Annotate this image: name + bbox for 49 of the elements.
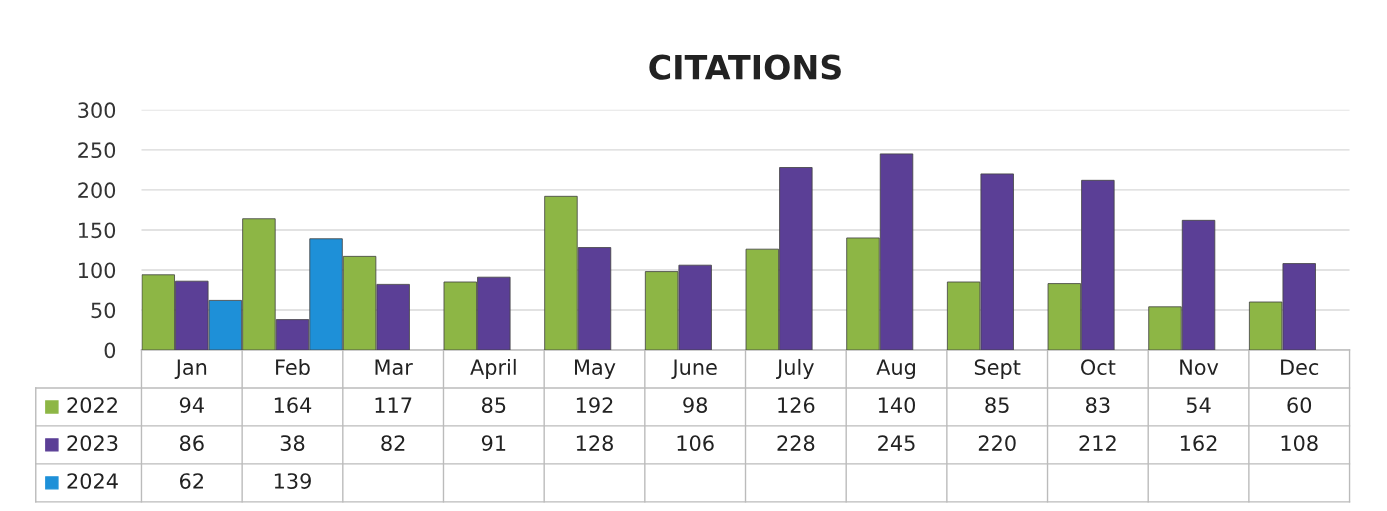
y-tick-label: 300	[78, 102, 116, 119]
x-tick-label: Nov	[1180, 359, 1219, 376]
data-label: 91	[481, 435, 506, 451]
x-tick-label: June	[671, 359, 717, 379]
data-label: 139	[274, 473, 311, 489]
data-label: 94	[179, 397, 204, 413]
data-label: 86	[179, 435, 204, 451]
x-tick-label: July	[776, 358, 814, 380]
x-tick-label: Jan	[174, 359, 207, 379]
y-tick-label: 150	[79, 222, 116, 239]
data-label: 83	[1086, 397, 1110, 413]
data-label: 98	[683, 397, 707, 413]
data-label: 85	[481, 397, 506, 413]
data-label: 220	[978, 435, 1016, 451]
x-tick-label: Oct	[1081, 359, 1116, 376]
data-label: 212	[1079, 435, 1116, 451]
x-tick-label: April	[470, 358, 516, 380]
data-label: 126	[778, 397, 815, 413]
data-label: 140	[878, 397, 916, 413]
data-label: 38	[280, 435, 305, 451]
x-tick-label: May	[575, 359, 616, 380]
data-label: 85	[985, 397, 1009, 413]
data-label: 128	[576, 435, 613, 451]
y-tick-label: 250	[78, 142, 116, 159]
x-tick-label: Dec	[1281, 359, 1319, 376]
data-label: 62	[180, 473, 203, 489]
data-label: 192	[576, 397, 613, 413]
x-tick-label: Aug	[876, 359, 915, 380]
data-label: 245	[878, 435, 915, 451]
data-label: 228	[777, 435, 815, 451]
data-label: 54	[1186, 397, 1211, 413]
data-label: 117	[375, 397, 412, 413]
data-label: 108	[1281, 435, 1318, 451]
data-label: 162	[1180, 435, 1217, 451]
y-tick-label: 200	[78, 182, 116, 199]
y-tick-label: 0	[104, 342, 116, 359]
data-label: 106	[677, 435, 714, 451]
data-label: 60	[1287, 397, 1312, 413]
legend-label: 2024	[67, 473, 118, 489]
x-tick-label: Mar	[375, 359, 413, 376]
x-tick-label: Sept	[974, 359, 1021, 380]
legend-label: 2023	[67, 435, 118, 451]
y-tick-label: 100	[79, 262, 116, 279]
legend-label: 2022	[67, 397, 117, 413]
data-label: 164	[274, 397, 312, 413]
y-tick-label: 50	[91, 302, 116, 319]
chart-title: CITATIONS	[649, 54, 841, 80]
x-tick-label: Feb	[276, 358, 310, 376]
data-label: 82	[381, 435, 405, 451]
